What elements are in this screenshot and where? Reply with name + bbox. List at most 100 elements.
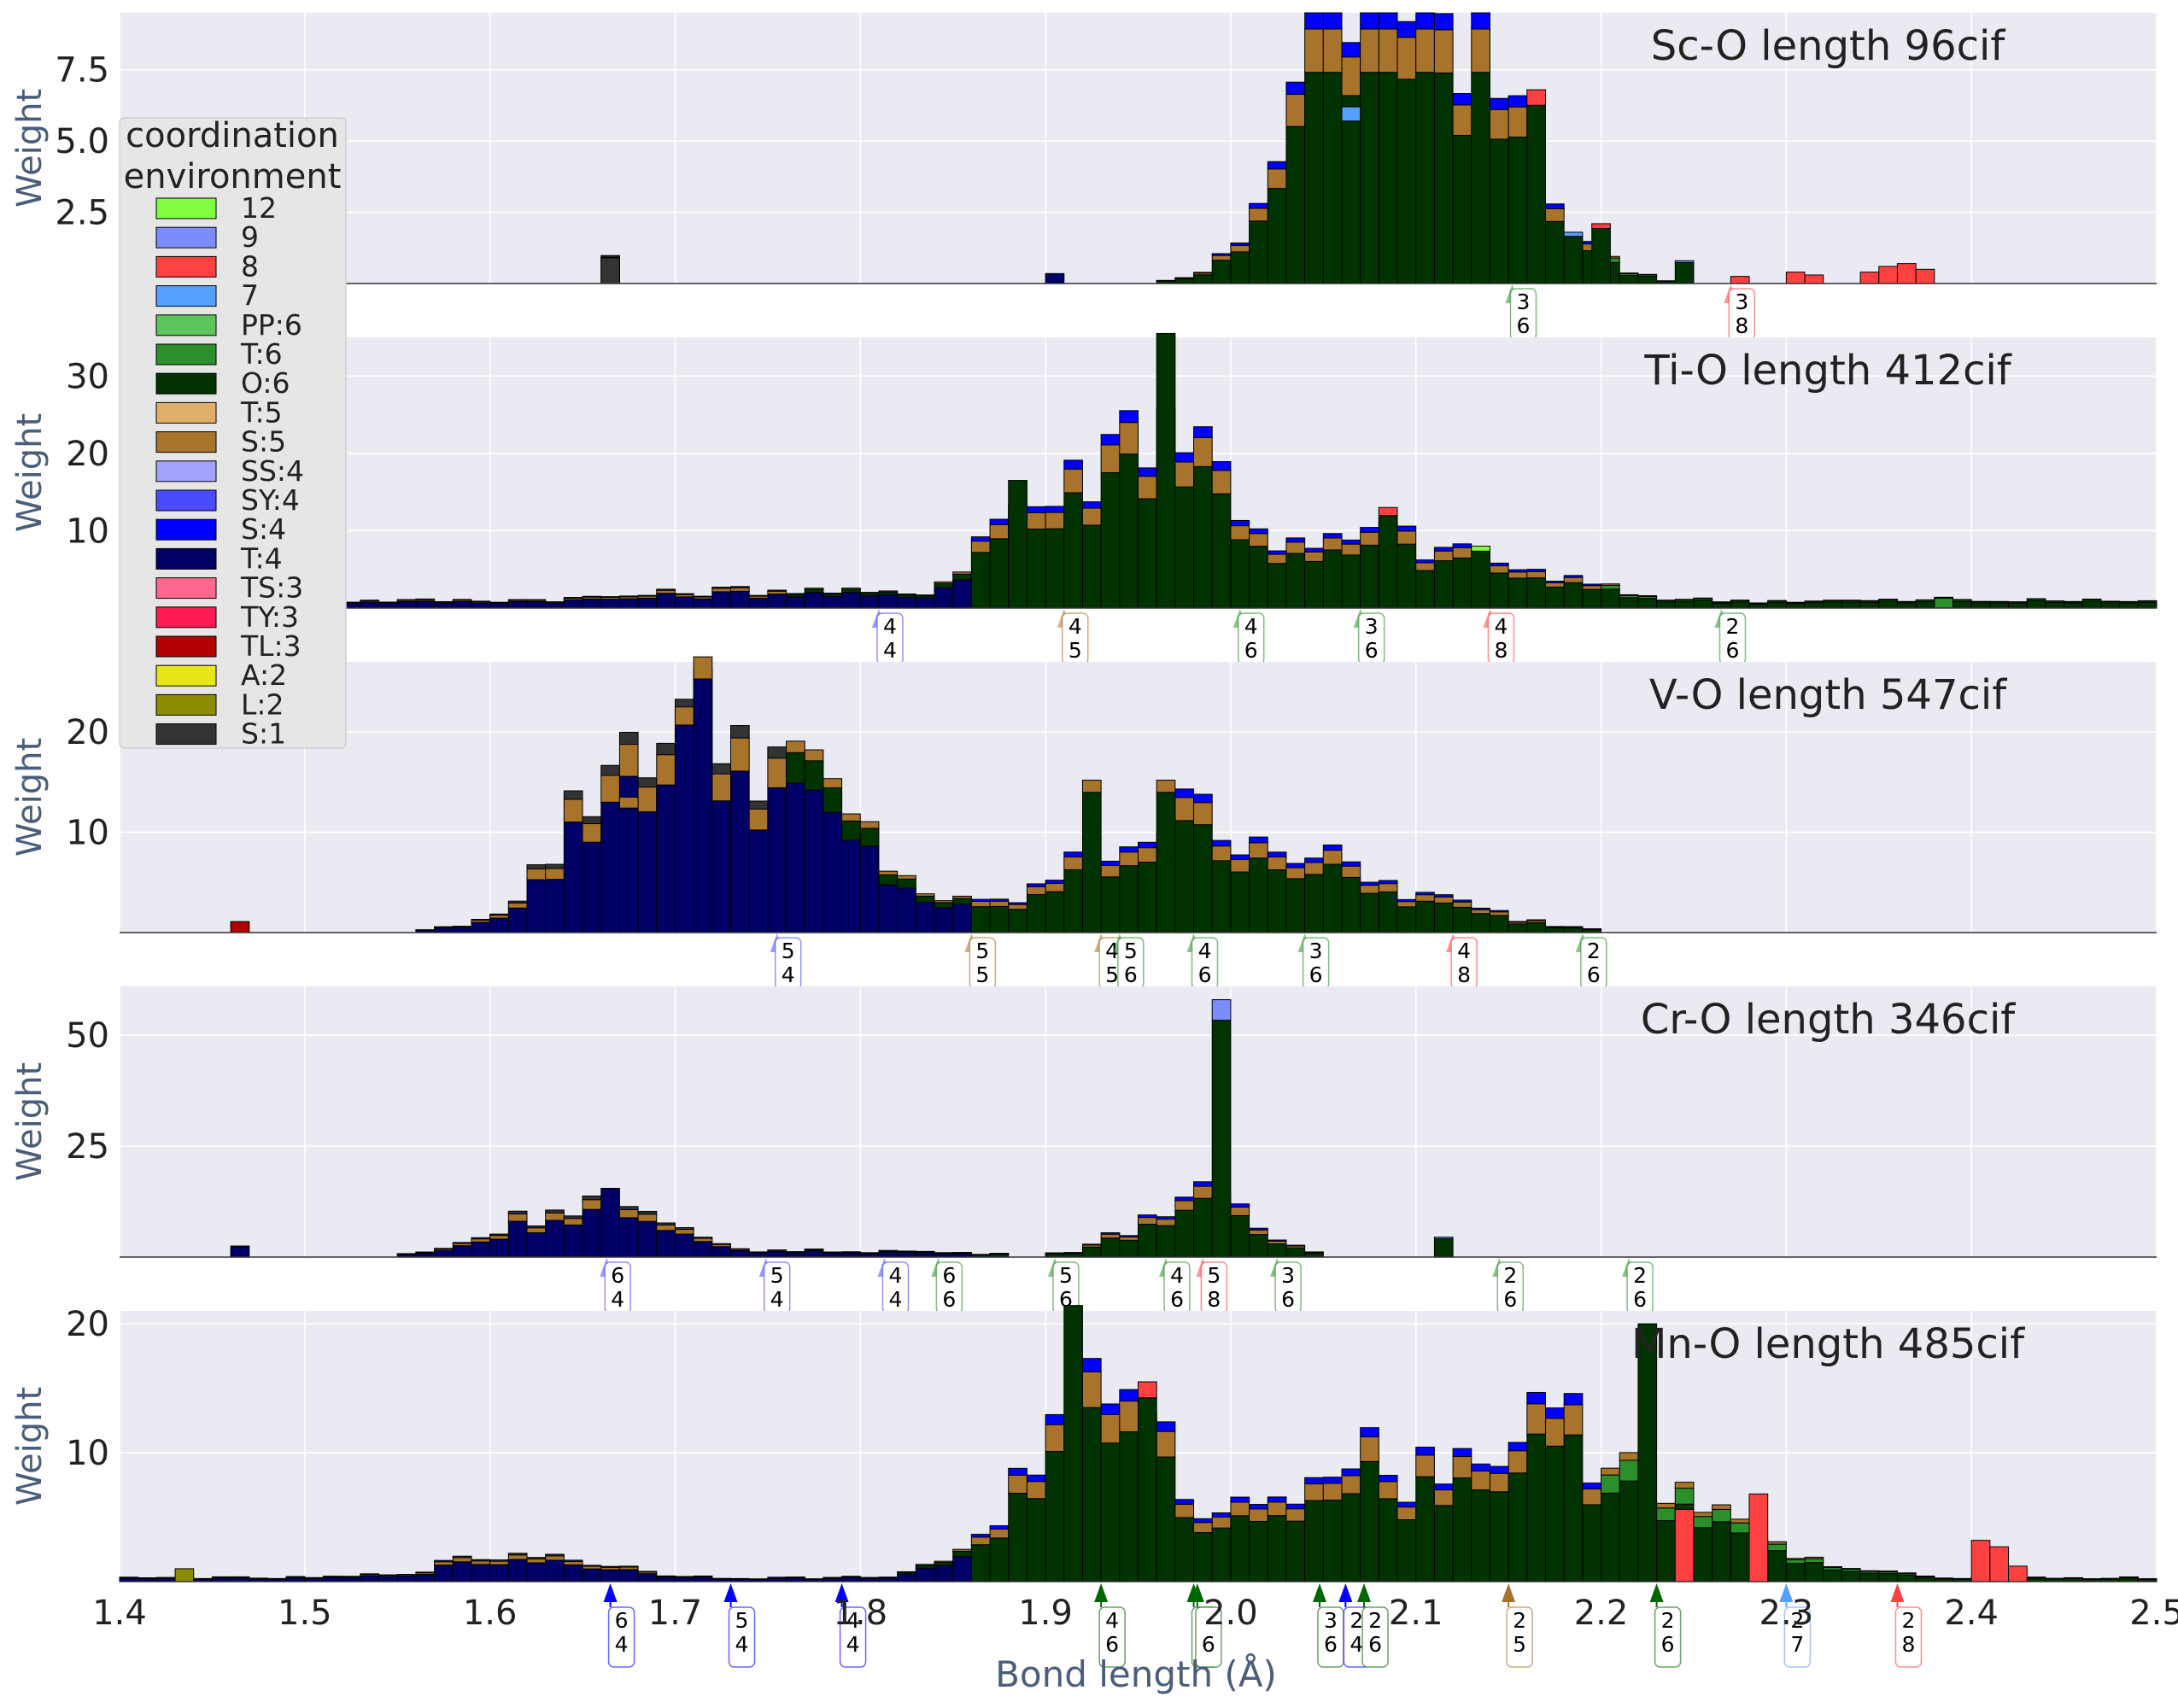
histogram-bar [1656,1502,1676,1509]
histogram-bar [970,552,991,609]
histogram-bar-8 [1674,1508,1695,1582]
histogram-bar [823,811,843,933]
histogram-bar [970,541,991,553]
histogram-bar [1285,863,1306,869]
histogram-bar [1841,1571,1861,1582]
histogram-bar [878,594,899,609]
histogram-bar [1138,1223,1157,1258]
histogram-bar [415,1573,436,1582]
legend-title: environment [124,157,342,196]
histogram-bar [1508,577,1528,609]
histogram-bar [1341,56,1361,97]
histogram-bar [1267,1239,1287,1242]
histogram-bar [600,599,620,609]
histogram-bar [600,801,620,933]
histogram-bar [618,731,639,746]
histogram-bar [1174,278,1195,284]
histogram-bar [767,589,787,592]
histogram-bar [1063,851,1083,857]
histogram-bar [1211,1512,1232,1518]
y-tick-label: 7.5 [55,51,109,91]
histogram-bar [1230,858,1250,873]
histogram-bar [1211,493,1232,609]
histogram-bar [1267,1515,1287,1582]
histogram-bar [1193,465,1213,609]
histogram-bar [952,1550,972,1558]
histogram-bar [1341,1475,1361,1494]
histogram-bar [804,789,824,933]
histogram-bar [1433,560,1454,609]
histogram-bar [878,1251,899,1258]
histogram-bar [786,752,805,784]
histogram-bar [711,763,731,775]
histogram-bar [1322,1483,1343,1501]
histogram-bar [1415,12,1435,30]
histogram-bar [1026,528,1046,609]
histogram-bar [1360,885,1379,894]
marker-arrow [834,1583,849,1602]
histogram-bar [360,1573,380,1575]
histogram-bar [396,600,417,609]
histogram-bar [1970,602,1991,609]
histogram-bar-peak [1674,261,1695,284]
histogram-bar [1285,81,1306,95]
legend-swatch [155,635,217,658]
histogram-bar [897,1251,916,1258]
legend-swatch [155,255,217,278]
histogram-bar [1230,525,1250,541]
histogram-bar [1433,29,1454,73]
histogram-bar [1508,921,1528,923]
x-tick-label: 2.2 [1574,1594,1629,1633]
marker-label: 4 [889,1263,903,1288]
histogram-bar [767,787,787,933]
x-tick-label: 2.1 [1389,1594,1443,1633]
histogram-bar [1119,1431,1139,1582]
histogram-bar [1563,576,1584,583]
histogram-bar [1249,528,1268,535]
histogram-bar [1174,1504,1195,1518]
histogram-bar [637,787,658,813]
histogram-bar [1823,601,1842,609]
histogram-bar [1526,1391,1547,1405]
marker-label: 2 [1633,1263,1647,1288]
legend-label: PP:6 [241,308,302,342]
histogram-bar [1304,857,1324,863]
histogram-bar [1100,1237,1121,1258]
histogram-bar [1285,541,1306,554]
cn-markers: 6454444635636242625262728 [603,1583,1923,1668]
histogram-bar [915,1252,935,1258]
histogram-bar [1526,1403,1547,1435]
histogram-bar [1785,1559,1806,1565]
histogram-bar [1712,602,1731,609]
histogram-bar [970,536,991,542]
histogram-bar [767,594,787,609]
histogram-bar [1915,600,1935,609]
marker-label: 8 [1495,638,1508,663]
histogram-bar [507,1220,528,1258]
histogram-bar [1415,559,1435,564]
legend-label: 7 [241,279,259,313]
histogram-bar-8 [1730,276,1750,284]
histogram-bar [1526,577,1547,609]
histogram-bar [952,898,972,905]
histogram-bar [1100,444,1121,473]
histogram-bar [1285,537,1306,543]
histogram-bar [970,898,991,902]
histogram-bar [1100,1231,1121,1235]
histogram-bar [1267,161,1287,170]
histogram-bar [526,1562,547,1582]
histogram-bar [989,524,1010,540]
marker-label: 6 [942,1263,956,1288]
marker-label: 3 [1735,290,1748,314]
histogram-bar [1415,1476,1435,1582]
histogram-bar [786,782,805,933]
y-tick-label: 5.0 [55,122,109,161]
histogram-bar [1582,1488,1602,1506]
histogram-bar [452,1245,472,1258]
histogram-bar [934,907,954,933]
marker-label: 2 [1368,1608,1382,1633]
histogram-bar [859,828,880,847]
histogram-bar-peak [1138,1397,1157,1582]
marker-label: 4 [615,1632,629,1657]
